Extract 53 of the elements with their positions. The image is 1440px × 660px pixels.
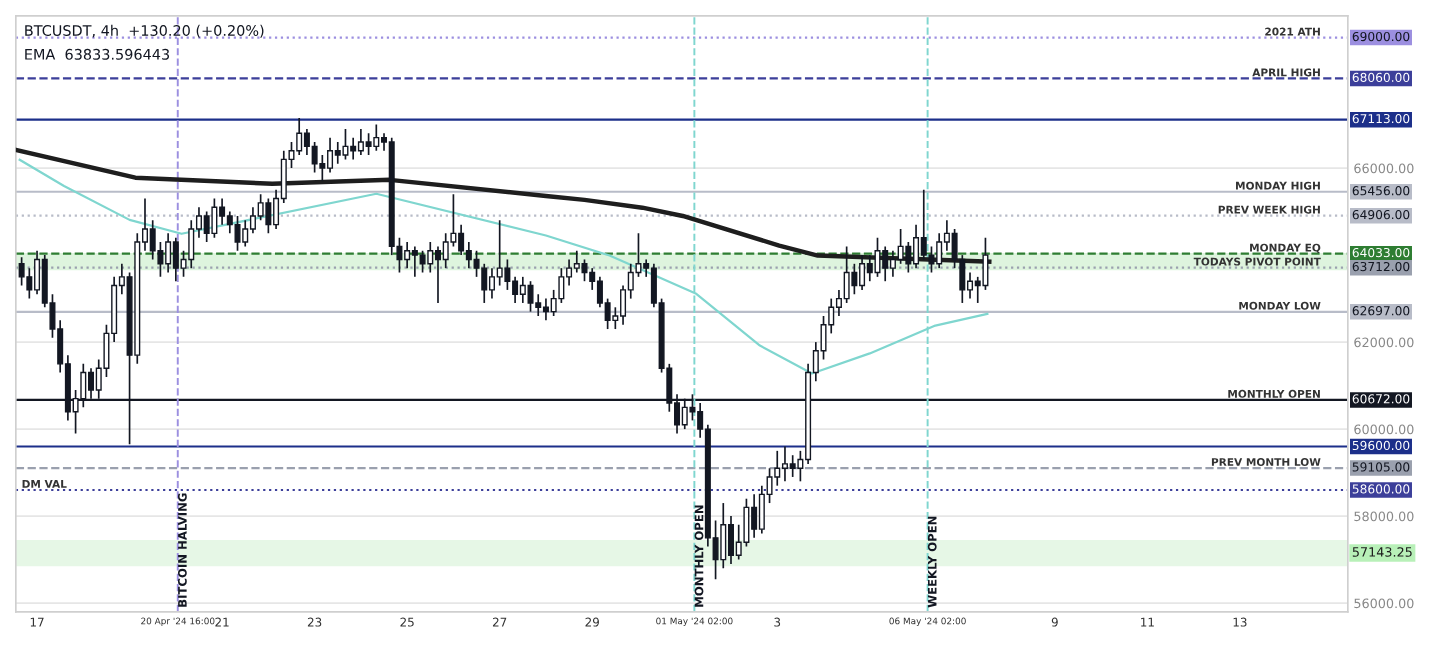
candlestick xyxy=(334,141,341,165)
candlestick xyxy=(465,241,472,269)
candlestick xyxy=(481,262,488,304)
candlestick xyxy=(488,267,495,300)
candlestick xyxy=(427,241,434,274)
candlestick xyxy=(434,245,442,304)
candlestick xyxy=(18,256,25,287)
candlestick xyxy=(242,219,249,248)
candlestick xyxy=(720,502,727,570)
candlestick xyxy=(265,197,272,235)
candlestick xyxy=(226,210,233,235)
candlestick xyxy=(442,232,449,269)
candlestick xyxy=(296,117,303,156)
candlestick xyxy=(373,123,380,152)
candlestick xyxy=(350,136,357,161)
candlestick xyxy=(188,219,195,269)
candlestick xyxy=(327,136,334,174)
candlestick xyxy=(751,493,758,539)
candlestick xyxy=(581,258,588,283)
candlestick xyxy=(419,249,426,274)
candlestick xyxy=(257,193,264,222)
candlestick xyxy=(527,280,534,313)
candlestick xyxy=(789,454,796,478)
candlestick xyxy=(211,197,218,239)
candlestick xyxy=(234,215,241,252)
candlestick xyxy=(342,128,349,161)
candlestick xyxy=(404,241,411,269)
candlestick xyxy=(311,141,318,174)
candlestick xyxy=(496,219,503,287)
candlestick xyxy=(542,297,549,322)
candlestick xyxy=(535,293,542,317)
candlestick xyxy=(203,210,210,243)
candlestick xyxy=(774,450,781,487)
candlestick xyxy=(458,223,465,256)
candlestick xyxy=(851,262,858,296)
candlestick xyxy=(303,128,310,156)
candlestick xyxy=(249,206,256,235)
candlestick xyxy=(365,132,372,156)
candlestick xyxy=(34,249,41,296)
candlestick xyxy=(357,128,364,156)
candlestick xyxy=(411,245,418,278)
candlestick xyxy=(149,219,156,261)
candlestick xyxy=(519,276,526,304)
candlestick xyxy=(727,515,735,565)
candlestick xyxy=(558,267,565,304)
candlestick xyxy=(172,236,179,283)
candlestick xyxy=(573,249,580,274)
candlestick xyxy=(26,267,33,300)
candlestick xyxy=(319,154,326,182)
candlestick xyxy=(758,484,765,535)
candlestick xyxy=(165,232,172,274)
candlestick xyxy=(219,197,226,226)
candlestick xyxy=(781,445,788,483)
